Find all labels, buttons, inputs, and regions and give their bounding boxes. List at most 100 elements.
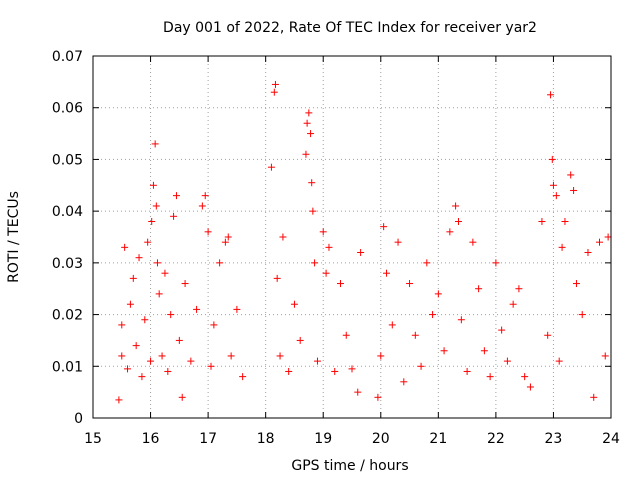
data-point <box>144 238 152 246</box>
data-point <box>357 249 365 257</box>
data-point <box>480 347 488 355</box>
x-tick-label: 18 <box>257 431 275 447</box>
data-point <box>285 367 293 375</box>
data-point <box>164 367 172 375</box>
data-point <box>152 202 160 210</box>
data-point <box>548 155 556 163</box>
data-point <box>423 259 431 267</box>
data-point <box>544 331 552 339</box>
data-point <box>601 352 609 360</box>
data-point <box>121 243 129 251</box>
data-point <box>552 192 560 200</box>
y-tick-label: 0.04 <box>52 204 83 220</box>
data-point <box>204 228 212 236</box>
y-tick-label: 0.05 <box>52 152 83 168</box>
data-point <box>590 393 598 401</box>
data-point <box>148 217 156 225</box>
data-point <box>135 254 143 262</box>
data-point <box>354 388 362 396</box>
y-axis-label: ROTI / TECUs <box>6 191 22 283</box>
x-tick-label: 21 <box>429 431 447 447</box>
data-point <box>129 274 137 282</box>
data-point <box>380 223 388 231</box>
data-point <box>210 321 218 329</box>
data-point <box>132 342 140 350</box>
data-point <box>158 352 166 360</box>
y-axis-ticks: 0 0.01 0.02 0.03 0.04 0.05 0.06 0.07 <box>52 49 611 427</box>
data-point <box>492 259 500 267</box>
data-point <box>172 192 180 200</box>
data-point <box>309 207 317 215</box>
data-point <box>469 238 477 246</box>
data-point <box>440 347 448 355</box>
data-point <box>538 217 546 225</box>
data-point <box>515 285 523 293</box>
x-tick-label: 17 <box>199 431 217 447</box>
y-tick-label: 0 <box>74 411 83 427</box>
data-point <box>296 336 304 344</box>
x-tick-label: 23 <box>545 431 563 447</box>
data-point <box>555 357 563 365</box>
data-point <box>319 228 327 236</box>
x-axis-label: GPS time / hours <box>291 458 408 474</box>
data-point <box>558 243 566 251</box>
x-axis-ticks: 15 16 17 18 19 20 21 22 23 24 <box>84 56 620 447</box>
data-point <box>463 367 471 375</box>
data-point <box>126 300 134 308</box>
data-point <box>305 109 313 117</box>
data-point <box>584 249 592 257</box>
data-point <box>406 280 414 288</box>
data-point <box>336 280 344 288</box>
data-point <box>273 274 281 282</box>
data-point <box>400 378 408 386</box>
x-tick-label: 22 <box>487 431 505 447</box>
data-point <box>572 280 580 288</box>
data-point <box>153 259 161 267</box>
x-tick-label: 20 <box>372 431 390 447</box>
data-point <box>227 352 235 360</box>
data-point <box>446 228 454 236</box>
x-tick-label: 24 <box>602 431 620 447</box>
data-point <box>187 357 195 365</box>
data-point <box>342 331 350 339</box>
y-tick-label: 0.03 <box>52 256 83 272</box>
data-points <box>115 80 612 404</box>
data-point <box>521 373 529 381</box>
data-point <box>322 269 330 277</box>
data-point <box>311 259 319 267</box>
data-point <box>604 233 612 241</box>
data-point <box>475 285 483 293</box>
data-point <box>302 150 310 158</box>
data-point <box>454 217 462 225</box>
data-point <box>374 393 382 401</box>
data-point <box>115 396 123 404</box>
data-point <box>221 238 229 246</box>
data-point <box>270 88 278 96</box>
data-point <box>567 171 575 179</box>
data-point <box>151 140 159 148</box>
data-point <box>383 269 391 277</box>
data-point <box>509 300 517 308</box>
data-point <box>147 357 155 365</box>
data-point <box>417 362 425 370</box>
data-point <box>155 290 163 298</box>
x-tick-label: 19 <box>314 431 332 447</box>
x-tick-label: 16 <box>142 431 160 447</box>
data-point <box>503 357 511 365</box>
data-point <box>233 305 241 313</box>
data-point <box>498 326 506 334</box>
data-point <box>411 331 419 339</box>
data-point <box>141 316 149 324</box>
data-point <box>178 393 186 401</box>
data-point <box>434 290 442 298</box>
data-point <box>547 91 555 99</box>
grid-lines <box>93 56 611 418</box>
data-point <box>175 336 183 344</box>
data-point <box>486 373 494 381</box>
data-point <box>267 163 275 171</box>
data-point <box>570 186 578 194</box>
data-point <box>170 212 178 220</box>
data-point <box>457 316 465 324</box>
data-point <box>325 243 333 251</box>
